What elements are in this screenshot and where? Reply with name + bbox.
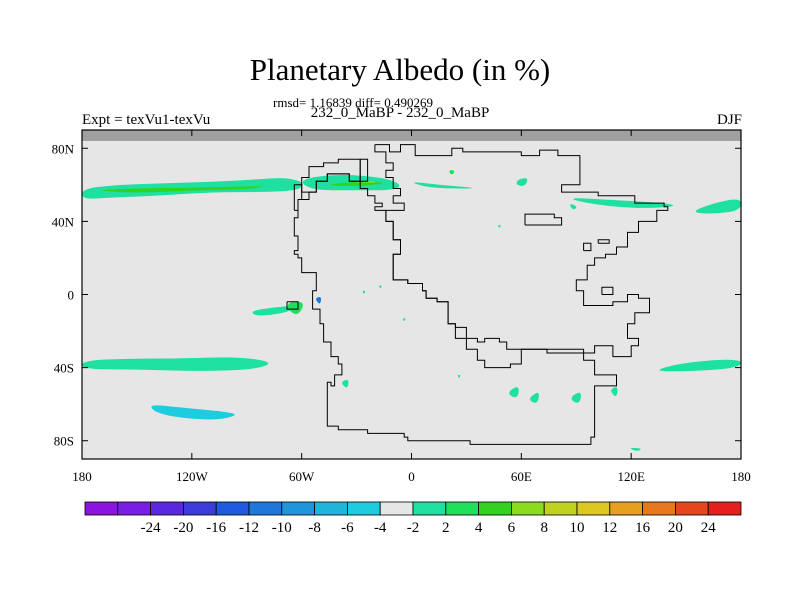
y-tick-label: 40S: [54, 361, 74, 376]
colorbar-label: 4: [475, 520, 483, 536]
colorbar-swatch: [314, 501, 348, 516]
colorbar-swatch: [675, 501, 709, 516]
map-axes: 180 120W 60W 0 60E 120E 180 80N 40N 0 40S 80S: [52, 129, 751, 484]
y-tick-label: 80S: [54, 434, 74, 449]
anomaly-region-20: [611, 387, 618, 397]
colorbar-swatch: [576, 501, 611, 516]
colorbar-swatch: [117, 501, 152, 516]
x-tick-label: 60W: [289, 469, 315, 484]
anomaly-region-27: [449, 170, 455, 175]
map-plot: [82, 130, 741, 459]
colorbar-swatch: [642, 501, 676, 516]
coastline-2: [301, 158, 361, 193]
colorbar-swatch: [150, 501, 184, 516]
anomaly-region-6: [573, 198, 674, 208]
anomaly-region-9: [659, 359, 741, 372]
coastline-5: [583, 242, 592, 252]
anomaly-region-2: [102, 186, 263, 193]
colorbar-label: 12: [602, 520, 617, 536]
colorbar-label: 6: [508, 520, 516, 536]
colorbar-label: 10: [570, 520, 585, 536]
y-tick-label: 40N: [52, 214, 75, 229]
anomaly-region-17: [529, 392, 539, 403]
colorbar-label: 20: [668, 520, 683, 536]
page-title: Planetary Albedo (in %): [249, 52, 551, 87]
x-tick-label: 180: [72, 469, 92, 484]
anomaly-region-18: [571, 392, 581, 403]
colorbar-swatch: [379, 501, 414, 516]
colorbar-label: -24: [141, 520, 161, 536]
anomaly-region-21: [630, 448, 641, 451]
colorbar-label: 24: [701, 520, 717, 536]
colorbar-label: -20: [173, 520, 193, 536]
coastline-4: [524, 213, 563, 226]
y-tick-label: 0: [68, 288, 75, 303]
experiment-label: Expt = texVu1-texVu: [82, 112, 211, 128]
colorbar-swatch: [182, 501, 217, 516]
anomaly-region-14: [516, 178, 528, 186]
colorbar-swatch: [84, 501, 119, 516]
anomaly-region-12: [287, 301, 303, 314]
anomaly-region-8: [82, 357, 269, 371]
coastline-1: [293, 158, 617, 445]
colorbar-swatch: [248, 501, 283, 516]
coastline-3: [293, 184, 303, 211]
anomaly-region-7: [695, 199, 741, 214]
colorbar-label: -10: [272, 520, 292, 536]
colorbar-label: -6: [341, 520, 354, 536]
colorbar-swatch: [281, 501, 315, 516]
anomaly-region-25: [457, 374, 461, 378]
coastline-7: [597, 239, 610, 244]
colorbar-label: -4: [374, 520, 387, 536]
anomaly-region-11: [252, 306, 295, 316]
anomaly-region-16: [509, 387, 519, 398]
colorbar-swatch: [707, 501, 742, 516]
anomaly-region-10: [151, 405, 235, 420]
x-tick-label: 120W: [176, 469, 209, 484]
anomaly-region-22: [362, 290, 366, 294]
colorbar-label: 2: [442, 520, 450, 536]
anomaly-region-15: [570, 204, 577, 210]
colorbar-swatch: [510, 501, 545, 516]
anomaly-region-3: [330, 181, 383, 187]
colorbar-label: 16: [635, 520, 651, 536]
colorbar: -24 -20 -16 -12 -10 -8 -6 -4 -2 2 4 6 8 10 12 16 20 24: [84, 501, 742, 536]
colorbar-label: 8: [540, 520, 548, 536]
x-tick-label: 120E: [617, 469, 645, 484]
colorbar-swatch: [478, 501, 512, 516]
colorbar-label: -2: [407, 520, 420, 536]
anomaly-region-5: [414, 182, 473, 189]
colorbar-swatch: [346, 501, 381, 516]
colorbar-label: -12: [239, 520, 259, 536]
colorbar-swatch: [609, 501, 643, 516]
coastline-8: [286, 301, 299, 310]
colorbar-swatch: [215, 501, 250, 516]
anomaly-region-26: [498, 225, 501, 228]
anomaly-region-19: [342, 379, 349, 388]
x-tick-label: 60E: [511, 469, 532, 484]
colorbar-swatch: [445, 501, 479, 516]
colorbar-swatch: [412, 501, 447, 516]
subtitle: 232_0_MaBP - 232_0_MaBP: [310, 105, 490, 121]
coastline-6: [601, 286, 614, 295]
colorbar-swatch: [543, 501, 578, 516]
colorbar-label: -8: [308, 520, 321, 536]
anomaly-region-23: [379, 285, 382, 289]
x-tick-label: 0: [408, 469, 415, 484]
stats-label: rmsd= 1.16839 diff= 0.490269: [273, 95, 433, 110]
y-tick-label: 80N: [52, 141, 75, 156]
anomaly-region-24: [402, 318, 406, 321]
x-tick-label: 180: [731, 469, 751, 484]
season-label: DJF: [716, 112, 742, 128]
colorbar-label: -16: [206, 520, 226, 536]
anomaly-region-13: [316, 297, 322, 304]
